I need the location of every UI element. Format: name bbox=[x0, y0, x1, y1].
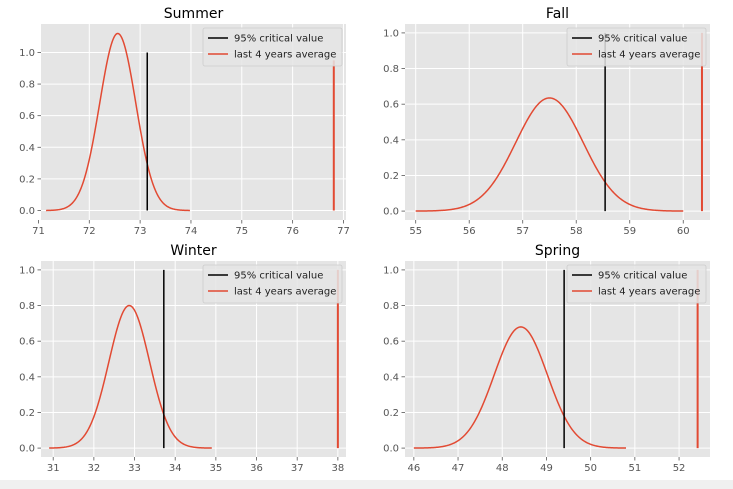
chart-winter: 31 32 33 34 35 36 37 38 0.0 0.2 0.4 0.6 0.8 1.0 Winter… bbox=[19, 243, 346, 474]
y-tick-label: 0.0 bbox=[383, 207, 399, 218]
legend-critical-label: 95% critical value bbox=[234, 271, 323, 282]
x-tick-label: 75 bbox=[235, 226, 248, 237]
x-tick-label: 77 bbox=[337, 226, 350, 237]
chart-spring: 46 47 48 49 50 51 52 0.0 0.2 0.4 0.6 0.8 1.0 Spring 95… bbox=[383, 243, 710, 474]
legend: 95% critical value last 4 years average bbox=[202, 27, 343, 67]
y-tick-label: 0.4 bbox=[19, 143, 35, 154]
series-group bbox=[46, 32, 335, 212]
y-tick-label: 1.0 bbox=[19, 48, 35, 59]
x-tick-label: 55 bbox=[409, 226, 422, 237]
chart-title: Summer bbox=[164, 6, 224, 22]
distribution-curve bbox=[413, 326, 627, 449]
x-tick-label: 36 bbox=[250, 463, 263, 474]
y-tick-label: 0.0 bbox=[19, 206, 35, 217]
y-tick-label: 0.4 bbox=[383, 135, 399, 146]
y-tick-label: 1.0 bbox=[383, 28, 399, 39]
x-tick-label: 59 bbox=[623, 226, 636, 237]
y-tick-label: 1.0 bbox=[19, 265, 35, 276]
y-tick-label: 0.0 bbox=[19, 444, 35, 455]
y-tick-label: 0.6 bbox=[383, 100, 399, 111]
legend-critical-label: 95% critical value bbox=[598, 271, 687, 282]
x-tick-label: 72 bbox=[83, 226, 96, 237]
x-tick-label: 33 bbox=[128, 463, 141, 474]
legend-frame bbox=[202, 27, 343, 67]
distribution-curve bbox=[415, 97, 684, 212]
y-tick-label: 0.8 bbox=[19, 80, 35, 91]
x-tick-label: 48 bbox=[496, 463, 509, 474]
x-tick-label: 31 bbox=[47, 463, 60, 474]
x-tick-label: 60 bbox=[677, 226, 690, 237]
x-tick-label: 50 bbox=[584, 463, 597, 474]
x-tick-label: 37 bbox=[291, 463, 304, 474]
y-tick-label: 1.0 bbox=[383, 265, 399, 276]
x-tick-label: 34 bbox=[169, 463, 182, 474]
x-tick-label: 51 bbox=[628, 463, 641, 474]
legend: 95% critical value last 4 years average bbox=[566, 264, 707, 304]
legend: 95% critical value last 4 years average bbox=[202, 264, 343, 304]
legend-critical-label: 95% critical value bbox=[234, 34, 323, 45]
y-tick-label: 0.6 bbox=[19, 111, 35, 122]
chart-title: Fall bbox=[546, 6, 569, 22]
chart-fall: 55 56 57 58 59 60 0.0 0.2 0.4 0.6 0.8 1.0 Fall 95% cr… bbox=[383, 6, 710, 237]
legend-average-label: last 4 years average bbox=[234, 287, 336, 298]
y-axis: 0.0 0.2 0.4 0.6 0.8 1.0 bbox=[19, 48, 41, 217]
y-tick-label: 0.0 bbox=[383, 444, 399, 455]
legend: 95% critical value last 4 years average bbox=[566, 27, 707, 67]
x-tick-label: 74 bbox=[185, 226, 198, 237]
legend-frame bbox=[202, 264, 343, 304]
x-tick-label: 35 bbox=[209, 463, 222, 474]
y-tick-label: 0.4 bbox=[19, 372, 35, 383]
x-tick-label: 32 bbox=[87, 463, 100, 474]
x-tick-label: 49 bbox=[540, 463, 553, 474]
chart-summer: 71 72 73 74 75 76 77 0.0 0.2 0.4 0.6 0.8 1.0 Summer 95… bbox=[19, 6, 350, 237]
legend-average-label: last 4 years average bbox=[234, 50, 336, 61]
y-tick-label: 0.2 bbox=[19, 174, 35, 185]
y-tick-label: 0.8 bbox=[383, 64, 399, 75]
y-tick-label: 0.8 bbox=[19, 301, 35, 312]
x-tick-label: 58 bbox=[570, 226, 583, 237]
footer-strip bbox=[0, 480, 733, 489]
legend-average-label: last 4 years average bbox=[598, 287, 700, 298]
x-tick-label: 46 bbox=[407, 463, 420, 474]
x-axis: 31 32 33 34 35 36 37 38 bbox=[47, 457, 344, 474]
x-tick-label: 52 bbox=[673, 463, 686, 474]
legend-frame bbox=[566, 27, 707, 67]
gridlines bbox=[37, 24, 346, 220]
x-tick-label: 56 bbox=[463, 226, 476, 237]
y-tick-label: 0.2 bbox=[19, 408, 35, 419]
y-tick-label: 0.6 bbox=[19, 337, 35, 348]
y-axis: 0.0 0.2 0.4 0.6 0.8 1.0 bbox=[19, 265, 41, 455]
x-tick-label: 57 bbox=[516, 226, 529, 237]
x-axis: 71 72 73 74 75 76 77 bbox=[32, 220, 350, 237]
x-tick-label: 38 bbox=[331, 463, 344, 474]
distribution-curve bbox=[46, 32, 190, 212]
legend-frame bbox=[566, 264, 707, 304]
chart-title: Spring bbox=[535, 243, 580, 259]
chart-title: Winter bbox=[170, 243, 216, 259]
legend-average-label: last 4 years average bbox=[598, 50, 700, 61]
x-tick-label: 47 bbox=[452, 463, 465, 474]
y-tick-label: 0.8 bbox=[383, 301, 399, 312]
y-tick-label: 0.2 bbox=[383, 171, 399, 182]
x-tick-label: 76 bbox=[286, 226, 299, 237]
y-axis: 0.0 0.2 0.4 0.6 0.8 1.0 bbox=[383, 265, 405, 455]
x-axis: 46 47 48 49 50 51 52 bbox=[407, 457, 685, 474]
legend-critical-label: 95% critical value bbox=[598, 34, 687, 45]
distribution-curve bbox=[49, 304, 212, 449]
x-tick-label: 71 bbox=[32, 226, 45, 237]
y-tick-label: 0.4 bbox=[383, 372, 399, 383]
y-axis: 0.0 0.2 0.4 0.6 0.8 1.0 bbox=[383, 28, 405, 218]
x-tick-label: 73 bbox=[134, 226, 147, 237]
y-tick-label: 0.6 bbox=[383, 337, 399, 348]
x-axis: 55 56 57 58 59 60 bbox=[409, 220, 690, 237]
y-tick-label: 0.2 bbox=[383, 408, 399, 419]
